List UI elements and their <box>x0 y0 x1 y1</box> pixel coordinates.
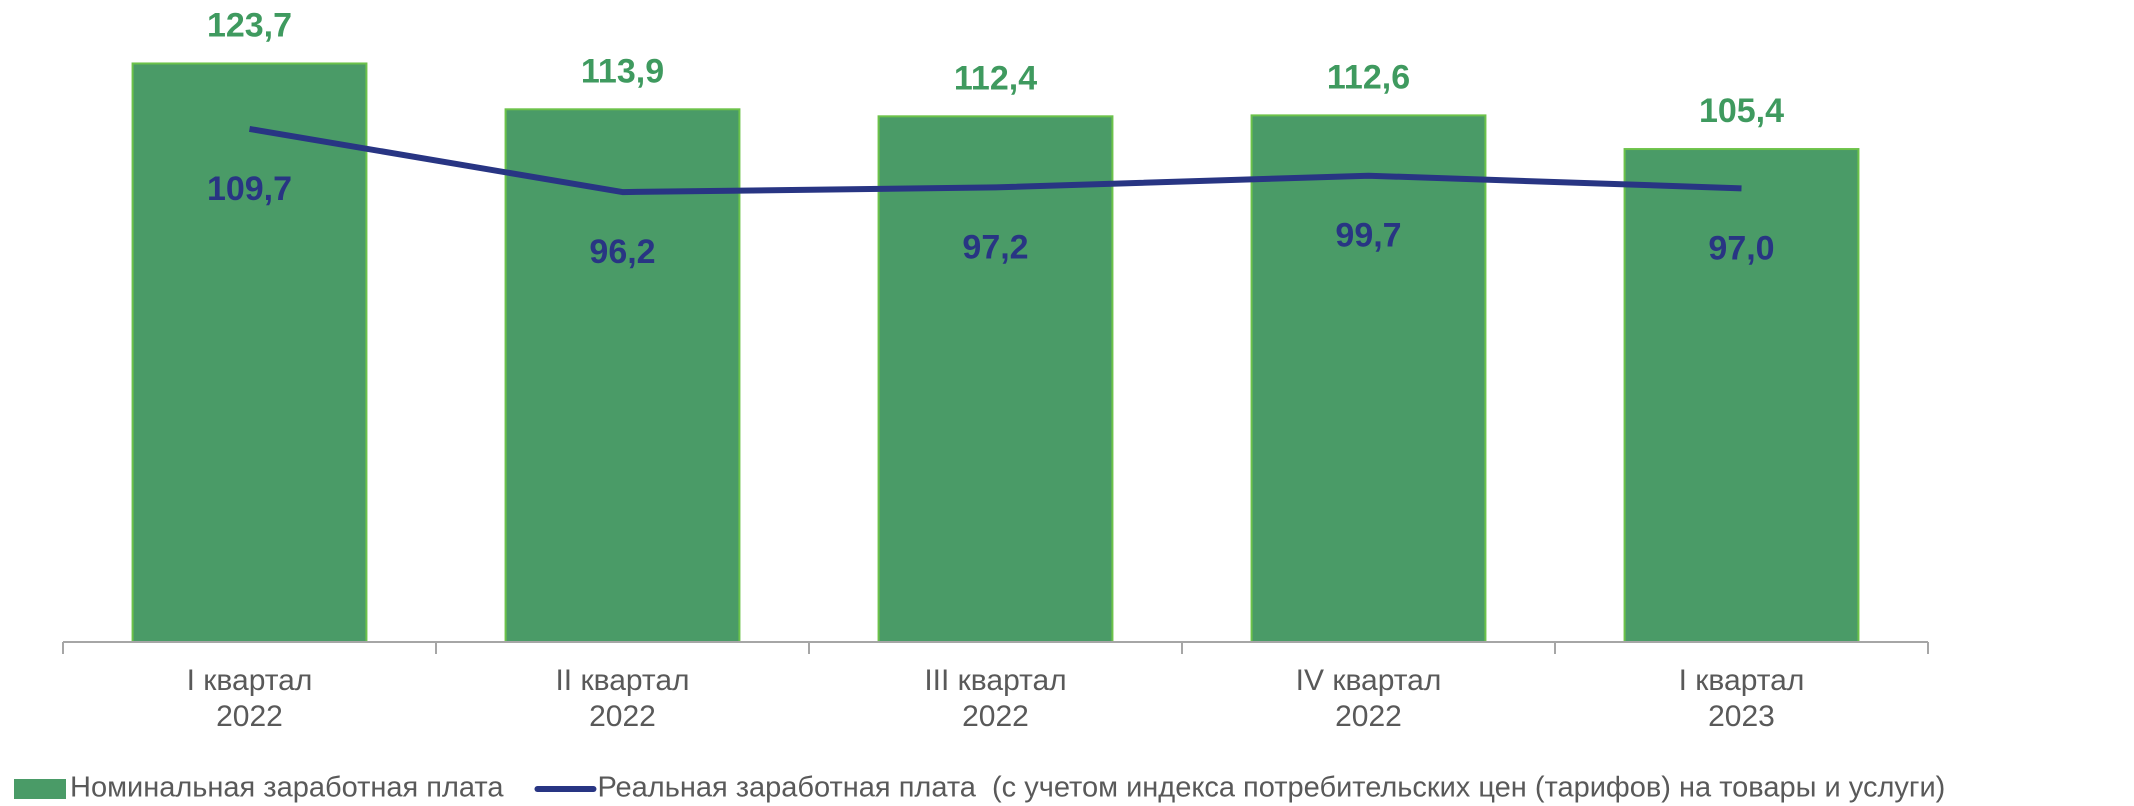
legend-label: Реальная заработная плата (с учетом инде… <box>597 772 1945 804</box>
legend-label: Номинальная заработная плата <box>70 772 504 804</box>
x-tick-label: II квартал <box>555 664 689 697</box>
bar-value-label: 112,6 <box>1327 58 1410 96</box>
x-tick-label: 2022 <box>962 700 1029 733</box>
line-value-label: 99,7 <box>1335 217 1401 255</box>
legend-swatch <box>14 779 66 799</box>
x-tick-label: 2022 <box>1335 700 1402 733</box>
x-tick-label: 2022 <box>216 700 283 733</box>
x-tick-label: III квартал <box>924 664 1066 697</box>
bar <box>877 115 1114 643</box>
line-value-label: 96,2 <box>589 233 655 271</box>
x-tick-label: IV квартал <box>1296 664 1442 697</box>
bar-value-label: 112,4 <box>954 59 1037 97</box>
bar-value-label: 123,7 <box>207 6 292 44</box>
line <box>248 125 1742 196</box>
bar <box>131 62 368 644</box>
x-tick-label: I квартал <box>1679 664 1805 697</box>
x-tick-label: 2022 <box>589 700 656 733</box>
bar <box>1623 148 1860 643</box>
line-value-label: 97,2 <box>962 228 1028 266</box>
line-value-label: 97,0 <box>1708 229 1774 267</box>
bar <box>504 108 741 643</box>
bar <box>1250 114 1487 643</box>
bar-value-label: 105,4 <box>1699 92 1784 130</box>
line-value-label: 109,7 <box>207 170 292 208</box>
x-tick-label: 2023 <box>1708 700 1775 733</box>
x-tick-label: I квартал <box>187 664 313 697</box>
bar-value-label: 113,9 <box>581 52 664 90</box>
